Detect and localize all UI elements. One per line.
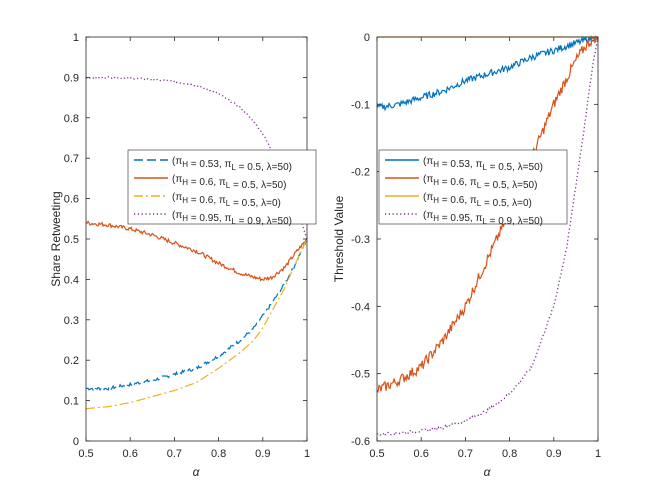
series-line — [376, 36, 599, 436]
y-tick-label: 0.6 — [64, 194, 79, 206]
x-tick-label: 0.5 — [78, 448, 93, 460]
right-axes-box — [376, 36, 599, 442]
series-line — [85, 75, 308, 240]
y-tick-label: -0.5 — [351, 369, 370, 381]
legend-label: (πH = 0.53, πL = 0.5, λ=50) — [172, 156, 292, 173]
right-y-axis-label: Threshold Value — [332, 195, 346, 282]
right-x-axis-label: α — [484, 465, 492, 479]
left-legend-box — [127, 149, 317, 225]
x-tick-label: 0.9 — [546, 448, 561, 460]
x-tick-label: 1 — [595, 448, 601, 460]
y-tick-label: 1 — [73, 32, 79, 44]
x-tick-label: 1 — [304, 448, 310, 460]
y-tick-label: 0.4 — [64, 274, 79, 286]
right-plot-area — [377, 37, 598, 441]
right-legend: (πH = 0.53, πL = 0.5, λ=50)(πH = 0.6, πL… — [378, 149, 568, 227]
y-tick-label: -0.1 — [351, 99, 370, 111]
left-legend: (πH = 0.53, πL = 0.5, λ=50)(πH = 0.6, πL… — [127, 149, 317, 227]
legend-label: (πH = 0.6, πL = 0.5, λ=0) — [172, 192, 281, 209]
legend-label: (πH = 0.6, πL = 0.5, λ=0) — [423, 192, 532, 209]
y-tick-label: -0.6 — [351, 436, 370, 448]
series-line — [376, 34, 599, 394]
left-axes-box — [85, 36, 308, 442]
y-tick-label: 0 — [73, 436, 79, 448]
left-subplot: 0.5 0.6 0.7 0.8 0.9 1 0 0.1 0.2 0.3 0.4 0.5 0.6 0.7 0.… — [49, 32, 317, 479]
x-tick-label: 0.7 — [167, 448, 182, 460]
legend-label: (πH = 0.95, πL = 0.9, λ=50) — [172, 210, 292, 227]
right-legend-box — [378, 149, 568, 225]
series-line — [85, 238, 308, 410]
y-tick-label: 0.1 — [64, 396, 79, 408]
x-tick-label: 0.9 — [255, 448, 270, 460]
left-plot-area — [86, 37, 307, 441]
y-tick-label: -0.2 — [351, 167, 370, 179]
series-line — [376, 34, 598, 112]
x-tick-label: 0.6 — [123, 448, 138, 460]
y-tick-label: 0.8 — [64, 113, 79, 125]
y-tick-label: 0.5 — [64, 234, 79, 246]
y-tick-label: 0.7 — [64, 153, 79, 165]
y-tick-label: 0.3 — [64, 315, 79, 327]
y-tick-label: 0.2 — [64, 355, 79, 367]
y-tick-label: 0.9 — [64, 72, 79, 84]
legend-label: (πH = 0.53, πL = 0.5, λ=50) — [423, 156, 543, 173]
x-tick-label: 0.8 — [502, 448, 517, 460]
x-tick-label: 0.5 — [369, 448, 384, 460]
right-subplot: 0.5 0.6 0.7 0.8 0.9 1 -0.6 -0.5 -0.4 -0.3 -0.2 -0.1… — [332, 32, 601, 479]
left-y-axis-label: Share Retweeting — [49, 191, 63, 286]
x-tick-label: 0.7 — [458, 448, 473, 460]
y-tick-label: -0.4 — [351, 301, 370, 313]
y-tick-label: -0.3 — [351, 234, 370, 246]
left-axis-ticks: 0.5 0.6 0.7 0.8 0.9 1 0 0.1 0.2 0.3 0.4 0.5 0.6 0.7 0.… — [64, 32, 310, 460]
x-tick-label: 0.8 — [211, 448, 226, 460]
series-line — [85, 238, 308, 392]
left-x-axis-label: α — [193, 465, 201, 479]
legend-label: (πH = 0.95, πL = 0.9, λ=50) — [423, 210, 543, 227]
series-line — [85, 220, 308, 282]
y-tick-label: 0 — [364, 32, 370, 44]
legend-label: (πH = 0.6, πL = 0.5, λ=50) — [172, 174, 286, 191]
left-series-lines — [85, 75, 308, 410]
x-tick-label: 0.6 — [414, 448, 429, 460]
legend-label: (πH = 0.6, πL = 0.5, λ=50) — [423, 174, 537, 191]
